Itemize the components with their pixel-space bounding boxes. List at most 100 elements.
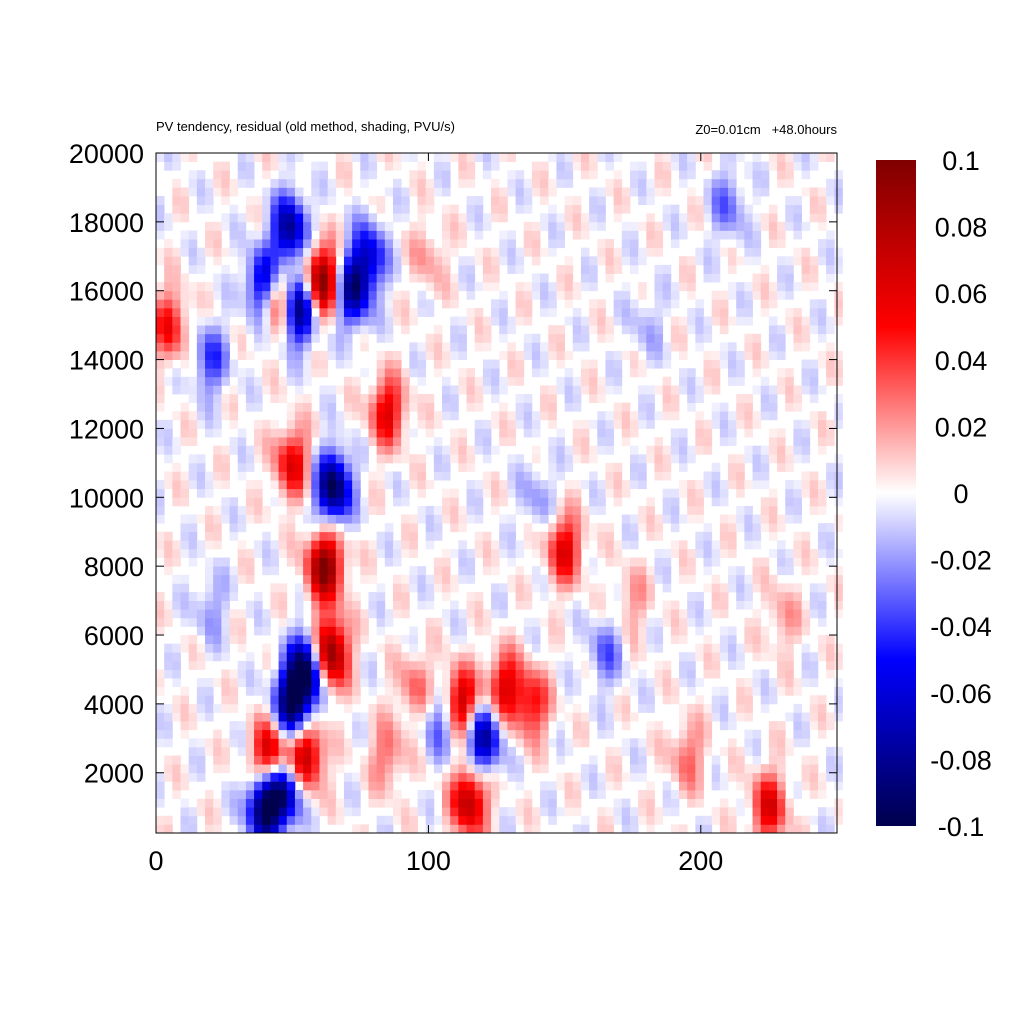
colorbar-tick-label: 0.06 <box>935 279 988 309</box>
heatmap-cell <box>589 617 598 627</box>
heatmap-cell <box>695 531 704 541</box>
heatmap-cell <box>376 402 386 412</box>
heatmap-cell <box>515 566 525 576</box>
heatmap-cell <box>254 617 263 627</box>
heatmap-cell <box>401 316 410 326</box>
heatmap-cell <box>670 402 680 412</box>
heatmap-cell <box>188 772 198 782</box>
heatmap-cell <box>817 652 827 662</box>
heatmap-cell <box>482 729 492 739</box>
heatmap-cell <box>245 497 255 507</box>
heatmap-cell <box>376 781 386 791</box>
heatmap-cell <box>540 299 549 309</box>
heatmap-cell <box>303 256 312 266</box>
heatmap-cell <box>564 282 574 292</box>
heatmap-cell <box>589 703 598 713</box>
heatmap-cell <box>164 617 173 627</box>
heatmap-cell <box>352 798 361 808</box>
heatmap-cell <box>392 574 402 584</box>
heatmap-cell <box>482 712 492 722</box>
heatmap-cell <box>442 161 451 171</box>
heatmap-cell <box>548 531 557 541</box>
heatmap-cell <box>638 411 647 421</box>
heatmap-cell <box>458 755 467 765</box>
heatmap-cell <box>817 505 827 515</box>
heatmap-cell <box>368 325 378 335</box>
heatmap-cell <box>491 247 500 257</box>
heatmap-cell <box>245 385 255 395</box>
heatmap-cell <box>744 299 753 309</box>
heatmap-cell <box>580 368 590 378</box>
heatmap-cell <box>605 488 615 498</box>
heatmap-cell <box>164 307 173 317</box>
heatmap-cell <box>670 282 680 292</box>
heatmap-cell <box>597 712 606 722</box>
heatmap-cell <box>360 161 369 171</box>
heatmap-cell <box>589 600 598 610</box>
heatmap-cell <box>417 789 427 799</box>
heatmap-cell <box>164 652 173 662</box>
heatmap-cell <box>172 462 181 472</box>
heatmap-cell <box>621 635 631 645</box>
heatmap-cell <box>834 746 843 756</box>
heatmap-cell <box>180 729 190 739</box>
heatmap-cell <box>736 505 745 515</box>
heatmap-cell <box>237 798 247 808</box>
heatmap-cell <box>205 488 214 498</box>
heatmap-cell <box>278 213 288 223</box>
heatmap-cell <box>196 256 206 266</box>
heatmap-cell <box>319 488 329 498</box>
heatmap-cell <box>499 643 508 653</box>
heatmap-cell <box>360 307 369 317</box>
heatmap-cell <box>785 617 794 627</box>
heatmap-cell <box>172 712 181 722</box>
heatmap-cell <box>458 617 467 627</box>
heatmap-cell <box>785 652 794 662</box>
heatmap-cell <box>409 247 418 257</box>
heatmap-cell <box>450 290 459 300</box>
heatmap-cell <box>654 247 664 257</box>
heatmap-cell <box>515 316 525 326</box>
heatmap-cell <box>384 307 394 317</box>
heatmap-cell <box>442 411 451 421</box>
heatmap-cell <box>768 591 778 601</box>
heatmap-cell <box>589 394 598 404</box>
heatmap-cell <box>270 497 279 507</box>
heatmap-cell <box>564 290 574 300</box>
heatmap-cell <box>196 454 206 464</box>
heatmap-cell <box>360 230 369 240</box>
heatmap-cell <box>409 462 418 472</box>
heatmap-cell <box>376 505 386 515</box>
heatmap-cell <box>270 368 279 378</box>
heatmap-cell <box>711 772 721 782</box>
heatmap-cell <box>548 394 557 404</box>
heatmap-cell <box>360 738 369 748</box>
heatmap-cell <box>482 798 492 808</box>
heatmap-cell <box>752 282 762 292</box>
heatmap-cell <box>695 712 704 722</box>
heatmap-cell <box>384 411 394 421</box>
heatmap-cell <box>572 402 582 412</box>
heatmap-cell <box>736 187 745 197</box>
heatmap-cell <box>180 574 190 584</box>
heatmap-cell <box>335 221 345 231</box>
heatmap-cell <box>760 643 770 653</box>
heatmap-cell <box>589 781 598 791</box>
heatmap-cell <box>237 505 247 515</box>
heatmap-cell <box>442 686 451 696</box>
heatmap-cell <box>433 290 443 300</box>
heatmap-cell <box>270 325 279 335</box>
heatmap-cell <box>352 652 361 662</box>
heatmap-cell <box>768 325 778 335</box>
heatmap-cell <box>392 772 402 782</box>
heatmap-cell <box>572 204 582 214</box>
heatmap-cell <box>474 764 484 774</box>
heatmap-cell <box>278 153 288 163</box>
heatmap-cell <box>466 368 476 378</box>
heatmap-cell <box>646 187 655 197</box>
heatmap-cell <box>801 316 811 326</box>
heatmap-cell <box>785 815 794 825</box>
heatmap-cell <box>629 480 639 490</box>
heatmap-cell <box>499 428 508 438</box>
heatmap-cell <box>687 204 696 214</box>
